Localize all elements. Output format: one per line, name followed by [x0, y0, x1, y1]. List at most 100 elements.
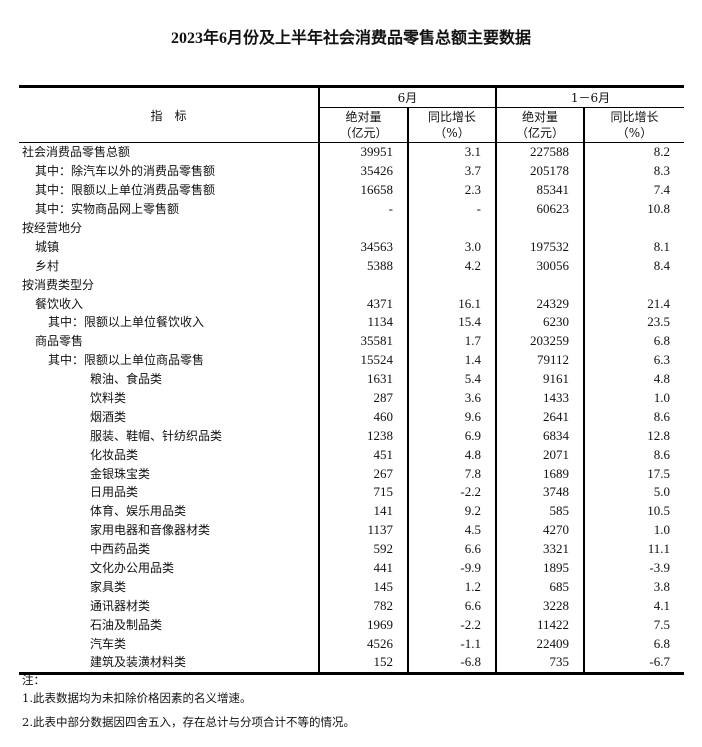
june-abs-cell: 441: [318, 558, 408, 578]
row-label: 其中：限额以上单位餐饮收入: [48, 315, 205, 330]
row-label: 按经营地分: [22, 221, 83, 235]
june-growth-cell: 9.6: [407, 407, 496, 427]
h1-abs-cell: 4270: [495, 520, 584, 540]
june-growth-cell: 1.7: [407, 331, 496, 351]
table-row: 化妆品类 451 4.8 2071 8.6: [19, 445, 684, 465]
june-growth-cell: 2.3: [407, 180, 496, 200]
table-row: 体育、娱乐用品类 141 9.2 585 10.5: [19, 501, 684, 521]
row-label: 日用品类: [90, 485, 139, 500]
june-abs-cell: 39951: [318, 142, 408, 162]
row-label: 烟酒类: [90, 409, 127, 424]
row-label: 通讯器材类: [90, 598, 151, 613]
h1-abs-cell: 685: [495, 577, 584, 597]
june-growth-cell: 3.6: [407, 388, 496, 408]
table-row: 通讯器材类 782 6.6 3228 4.1: [19, 596, 684, 616]
h1-abs-cell: 227588: [495, 142, 584, 162]
june-abs-cell: [318, 218, 408, 238]
june-growth-cell: 9.2: [407, 501, 496, 521]
table-row: 餐饮收入 4371 16.1 24329 21.4: [19, 294, 684, 314]
h1-abs-cell: 1433: [495, 388, 584, 408]
header-growth: 同比增长 （%）: [407, 107, 496, 143]
table-row: 乡村 5388 4.2 30056 8.4: [19, 256, 684, 276]
june-abs-cell: 715: [318, 483, 408, 502]
h1-abs-cell: 3321: [495, 539, 584, 559]
notes-heading: 注：: [22, 673, 45, 687]
h1-abs-cell: 205178: [495, 161, 584, 181]
june-abs-cell: 141: [318, 501, 408, 521]
row-label: 建筑及装潢材料类: [19, 653, 319, 675]
h1-abs-cell: [495, 218, 584, 238]
row-label: 商品零售: [35, 334, 84, 349]
h1-growth-cell: -3.9: [583, 558, 684, 578]
june-growth-cell: 3.0: [407, 237, 496, 257]
table-row: 建筑及装潢材料类 152 -6.8 735 -6.7: [19, 653, 684, 675]
header-period-jan-jun: 1－6月: [495, 85, 684, 108]
june-abs-cell: 782: [318, 596, 408, 616]
june-growth-cell: -6.8: [407, 653, 496, 675]
table-row: 中西药品类 592 6.6 3321 11.1: [19, 539, 684, 559]
june-growth-cell: 4.8: [407, 445, 496, 465]
h1-growth-cell: 10.8: [583, 199, 684, 219]
table-row: 其中：限额以上单位餐饮收入 1134 15.4 6230 23.5: [19, 313, 684, 332]
row-label: 餐饮收入: [35, 296, 84, 311]
h1-abs-cell: 585: [495, 501, 584, 521]
h1-abs-cell: 735: [495, 653, 584, 675]
june-growth-cell: -1.1: [407, 634, 496, 654]
row-label: 体育、娱乐用品类: [90, 504, 187, 519]
table-row: 其中：实物商品网上零售额 - -60623 10.8: [19, 199, 684, 219]
june-abs-cell: 4526: [318, 634, 408, 654]
june-abs-cell: 592: [318, 539, 408, 559]
header-indicator: 指 标: [19, 85, 319, 143]
h1-abs-cell: 2071: [495, 445, 584, 465]
june-growth-cell: -9.9: [407, 558, 496, 578]
table-row: 其中：除汽车以外的消费品零售额 35426 3.7 205178 8.3: [19, 161, 684, 181]
table-row: 家用电器和音像器材类 1137 4.5 4270 1.0: [19, 520, 684, 540]
h1-abs-cell: 9161: [495, 369, 584, 389]
header-abs: 绝对量 （亿元）: [318, 107, 408, 143]
june-abs-cell: 1137: [318, 520, 408, 540]
h1-growth-cell: 8.6: [583, 445, 684, 465]
h1-abs-cell: 24329: [495, 294, 584, 314]
june-abs-cell: 1969: [318, 615, 408, 635]
row-label: 城镇: [35, 239, 60, 254]
h1-growth-cell: 6.8: [583, 634, 684, 654]
table-row: 金银珠宝类 267 7.8 1689 17.5: [19, 464, 684, 484]
june-abs-cell: 35581: [318, 331, 408, 351]
h1-growth-cell: 4.1: [583, 596, 684, 616]
table-row: 烟酒类 460 9.6 2641 8.6: [19, 407, 684, 427]
note-item: 1.此表数据均为未扣除价格因素的名义增速。: [22, 691, 252, 705]
june-abs-cell: 460: [318, 407, 408, 427]
page-title: 2023年6月份及上半年社会消费品零售总额主要数据: [170, 30, 531, 47]
june-abs-cell: 1134: [318, 313, 408, 332]
row-label: 家用电器和音像器材类: [90, 523, 211, 538]
h1-abs-cell: [495, 275, 584, 295]
row-label: 饮料类: [90, 391, 127, 406]
table-row: 文化办公用品类 441 -9.9 1895 -3.9: [19, 558, 684, 578]
h1-abs-cell: 197532: [495, 237, 584, 257]
june-abs-cell: 1631: [318, 369, 408, 389]
june-growth-cell: 16.1: [407, 294, 496, 314]
h1-abs-cell: 1689: [495, 464, 584, 484]
june-growth-cell: -2.2: [407, 615, 496, 635]
table-row: 其中：限额以上单位商品零售 15524 1.4 79112 6.3: [19, 350, 684, 370]
june-abs-cell: 34563: [318, 237, 408, 257]
row-label: 中西药品类: [90, 542, 151, 557]
h1-abs-cell: 3748: [495, 483, 584, 502]
row-label: 家具类: [90, 579, 127, 594]
note-item: 2.此表中部分数据因四舍五入，存在总计与分项合计不等的情况。: [22, 715, 355, 729]
table-row: 城镇 34563 3.0 197532 8.1: [19, 237, 684, 257]
h1-abs-cell: 2641: [495, 407, 584, 427]
h1-abs-cell: 85341: [495, 180, 584, 200]
june-abs-cell: 15524: [318, 350, 408, 370]
h1-growth-cell: 11.1: [583, 539, 684, 559]
june-growth-cell: [407, 218, 496, 238]
h1-abs-cell: 6230: [495, 313, 584, 332]
june-abs-cell: 287: [318, 388, 408, 408]
h1-growth-cell: 8.4: [583, 256, 684, 276]
june-growth-cell: 6.6: [407, 596, 496, 616]
june-growth-cell: 4.5: [407, 520, 496, 540]
table-row: 商品零售 35581 1.7 203259 6.8: [19, 331, 684, 351]
june-abs-cell: 4371: [318, 294, 408, 314]
row-label: 其中：限额以上单位商品零售: [48, 353, 205, 368]
h1-abs-cell: 11422: [495, 615, 584, 635]
